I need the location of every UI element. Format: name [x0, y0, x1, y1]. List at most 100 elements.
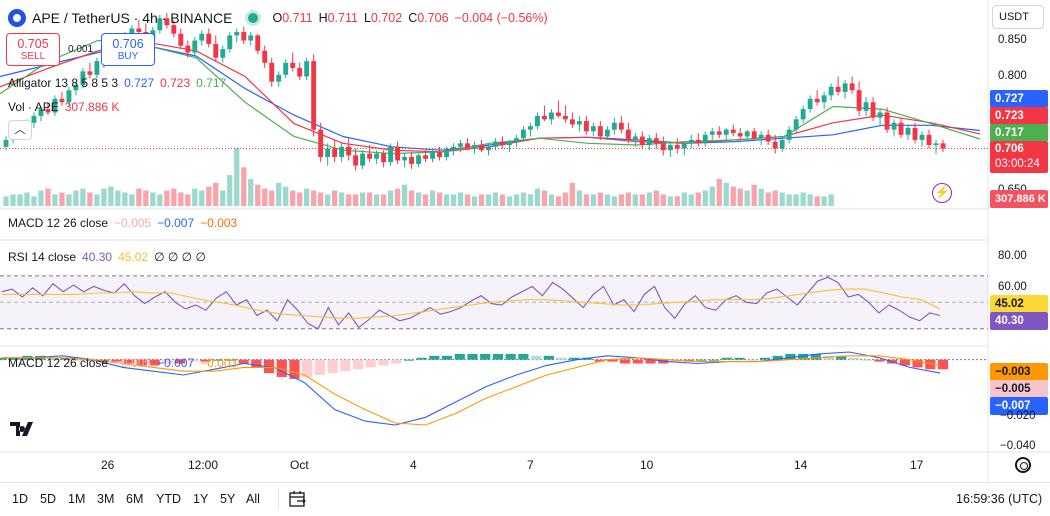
volume-legend[interactable]: Vol · APE 307.886 K — [8, 100, 120, 114]
volume-bar — [227, 175, 233, 206]
buy-button[interactable]: 0.706 BUY — [101, 33, 155, 66]
price-tick: 0.800 — [998, 70, 1027, 82]
volume-bar — [171, 188, 177, 206]
volume-bar — [352, 194, 359, 206]
volume-bar — [422, 194, 429, 206]
volume-bar — [241, 167, 247, 206]
volume-bar — [730, 186, 736, 206]
candle-body — [227, 35, 233, 50]
candle-body — [479, 145, 484, 151]
macd-histogram-bar — [747, 359, 758, 361]
macd-histogram-bar — [607, 359, 618, 362]
candle-body — [402, 157, 408, 161]
candle-body — [423, 155, 428, 159]
rsi-legend[interactable]: RSI 14 close 40.30 45.02 ∅ ∅ ∅ ∅ — [8, 250, 206, 264]
volume-bar — [199, 190, 205, 206]
timeframe-5d[interactable]: 5D — [40, 492, 56, 506]
bar-countdown: 03:00:24 — [995, 158, 1040, 170]
candle-body — [835, 86, 841, 92]
gear-icon[interactable] — [1015, 457, 1031, 473]
macd-histogram-bar — [162, 359, 173, 364]
volume-bar — [828, 194, 834, 206]
candle-body — [555, 112, 561, 116]
candle-body — [297, 67, 303, 77]
macd-histogram-bar — [352, 359, 364, 370]
candle-body — [919, 134, 925, 140]
timeframe-1m[interactable]: 1M — [68, 492, 86, 506]
volume-bar — [164, 190, 170, 206]
symbol-title[interactable]: APE / TetherUS · 4h · BINANCE — [32, 10, 233, 26]
utc-clock[interactable]: 16:59:36 (UTC) — [956, 492, 1043, 506]
spread-value: 0.001 — [68, 44, 94, 55]
volume-bar — [185, 194, 191, 206]
candle-body — [80, 71, 86, 86]
candle-body — [262, 50, 268, 63]
volume-bar — [178, 192, 184, 206]
macd-histogram-bar — [403, 359, 415, 361]
macd-histogram-bar — [289, 359, 300, 379]
candle-body — [171, 25, 177, 34]
candle-body — [409, 157, 415, 164]
candle-body — [178, 33, 184, 46]
volume-bar — [129, 194, 135, 206]
volume-bar — [345, 194, 352, 206]
macd-histogram-bar — [759, 357, 771, 360]
macd-histogram-bar — [174, 359, 186, 364]
macd-histogram-bar — [60, 357, 71, 360]
candle-body — [905, 127, 911, 135]
tradingview-logo-icon[interactable] — [10, 420, 42, 443]
timeframe-ytd[interactable]: YTD — [156, 492, 181, 506]
macd-hist-tag: −0.005 — [990, 380, 1048, 398]
volume-bar — [548, 194, 555, 206]
macd-histogram-bar — [530, 355, 542, 360]
sell-button[interactable]: 0.705 SELL — [6, 33, 60, 66]
macd-histogram-bar — [47, 357, 58, 360]
flash-icon[interactable]: ⚡ — [932, 183, 952, 203]
macd-histogram-bar — [543, 355, 554, 360]
candle-body — [814, 98, 820, 103]
timeframe-5y[interactable]: 5Y — [220, 492, 236, 506]
candle-body — [870, 102, 876, 118]
candle-body — [751, 131, 757, 139]
timeframe-1y[interactable]: 1Y — [193, 492, 209, 506]
candle-body — [674, 145, 680, 149]
calendar-range-icon[interactable] — [288, 490, 308, 511]
candle-body — [625, 129, 631, 140]
macd-legend[interactable]: MACD 12 26 close −0.005 −0.007 −0.003 — [8, 356, 238, 370]
candle-body — [541, 115, 547, 120]
macd-histogram-bar — [365, 359, 376, 368]
time-tick: 7 — [527, 458, 534, 472]
macd-histogram-bar — [378, 359, 389, 366]
volume-bar — [779, 192, 785, 206]
volume-bar — [653, 190, 659, 206]
time-tick: 17 — [910, 458, 924, 472]
candle-body — [590, 126, 596, 132]
timeframe-all[interactable]: All — [246, 492, 260, 506]
high-value: 0.711 — [327, 11, 358, 25]
volume-bar — [115, 190, 121, 206]
candle-body — [31, 115, 37, 123]
collapse-legend-button[interactable]: ︿ — [8, 120, 32, 140]
candle-body — [129, 28, 135, 36]
timeframe-1d[interactable]: 1D — [12, 492, 28, 506]
candle-body — [681, 143, 687, 149]
volume-bar — [807, 194, 813, 206]
macd-top-legend[interactable]: MACD 12 26 close −0.005 −0.007 −0.003 — [8, 216, 238, 230]
macd-histogram-bar — [798, 353, 809, 360]
volume-bar — [527, 194, 534, 206]
candle-body — [472, 145, 477, 149]
candle-body — [276, 74, 282, 82]
timeframe-3m[interactable]: 3M — [97, 492, 115, 506]
volume-bar — [723, 182, 729, 206]
volume-bar — [569, 182, 576, 206]
currency-selector[interactable]: USDT — [992, 5, 1044, 29]
volume-bar — [283, 186, 289, 206]
alligator-legend[interactable]: Alligator 13 8 5 8 5 3 0.727 0.723 0.717 — [8, 76, 227, 90]
timeframe-6m[interactable]: 6M — [126, 492, 144, 506]
volume-bar — [122, 192, 128, 206]
volume-bar — [269, 190, 275, 206]
candle-body — [430, 151, 435, 159]
time-tick: 12:00 — [188, 458, 219, 472]
macd-histogram-bar — [925, 359, 936, 370]
